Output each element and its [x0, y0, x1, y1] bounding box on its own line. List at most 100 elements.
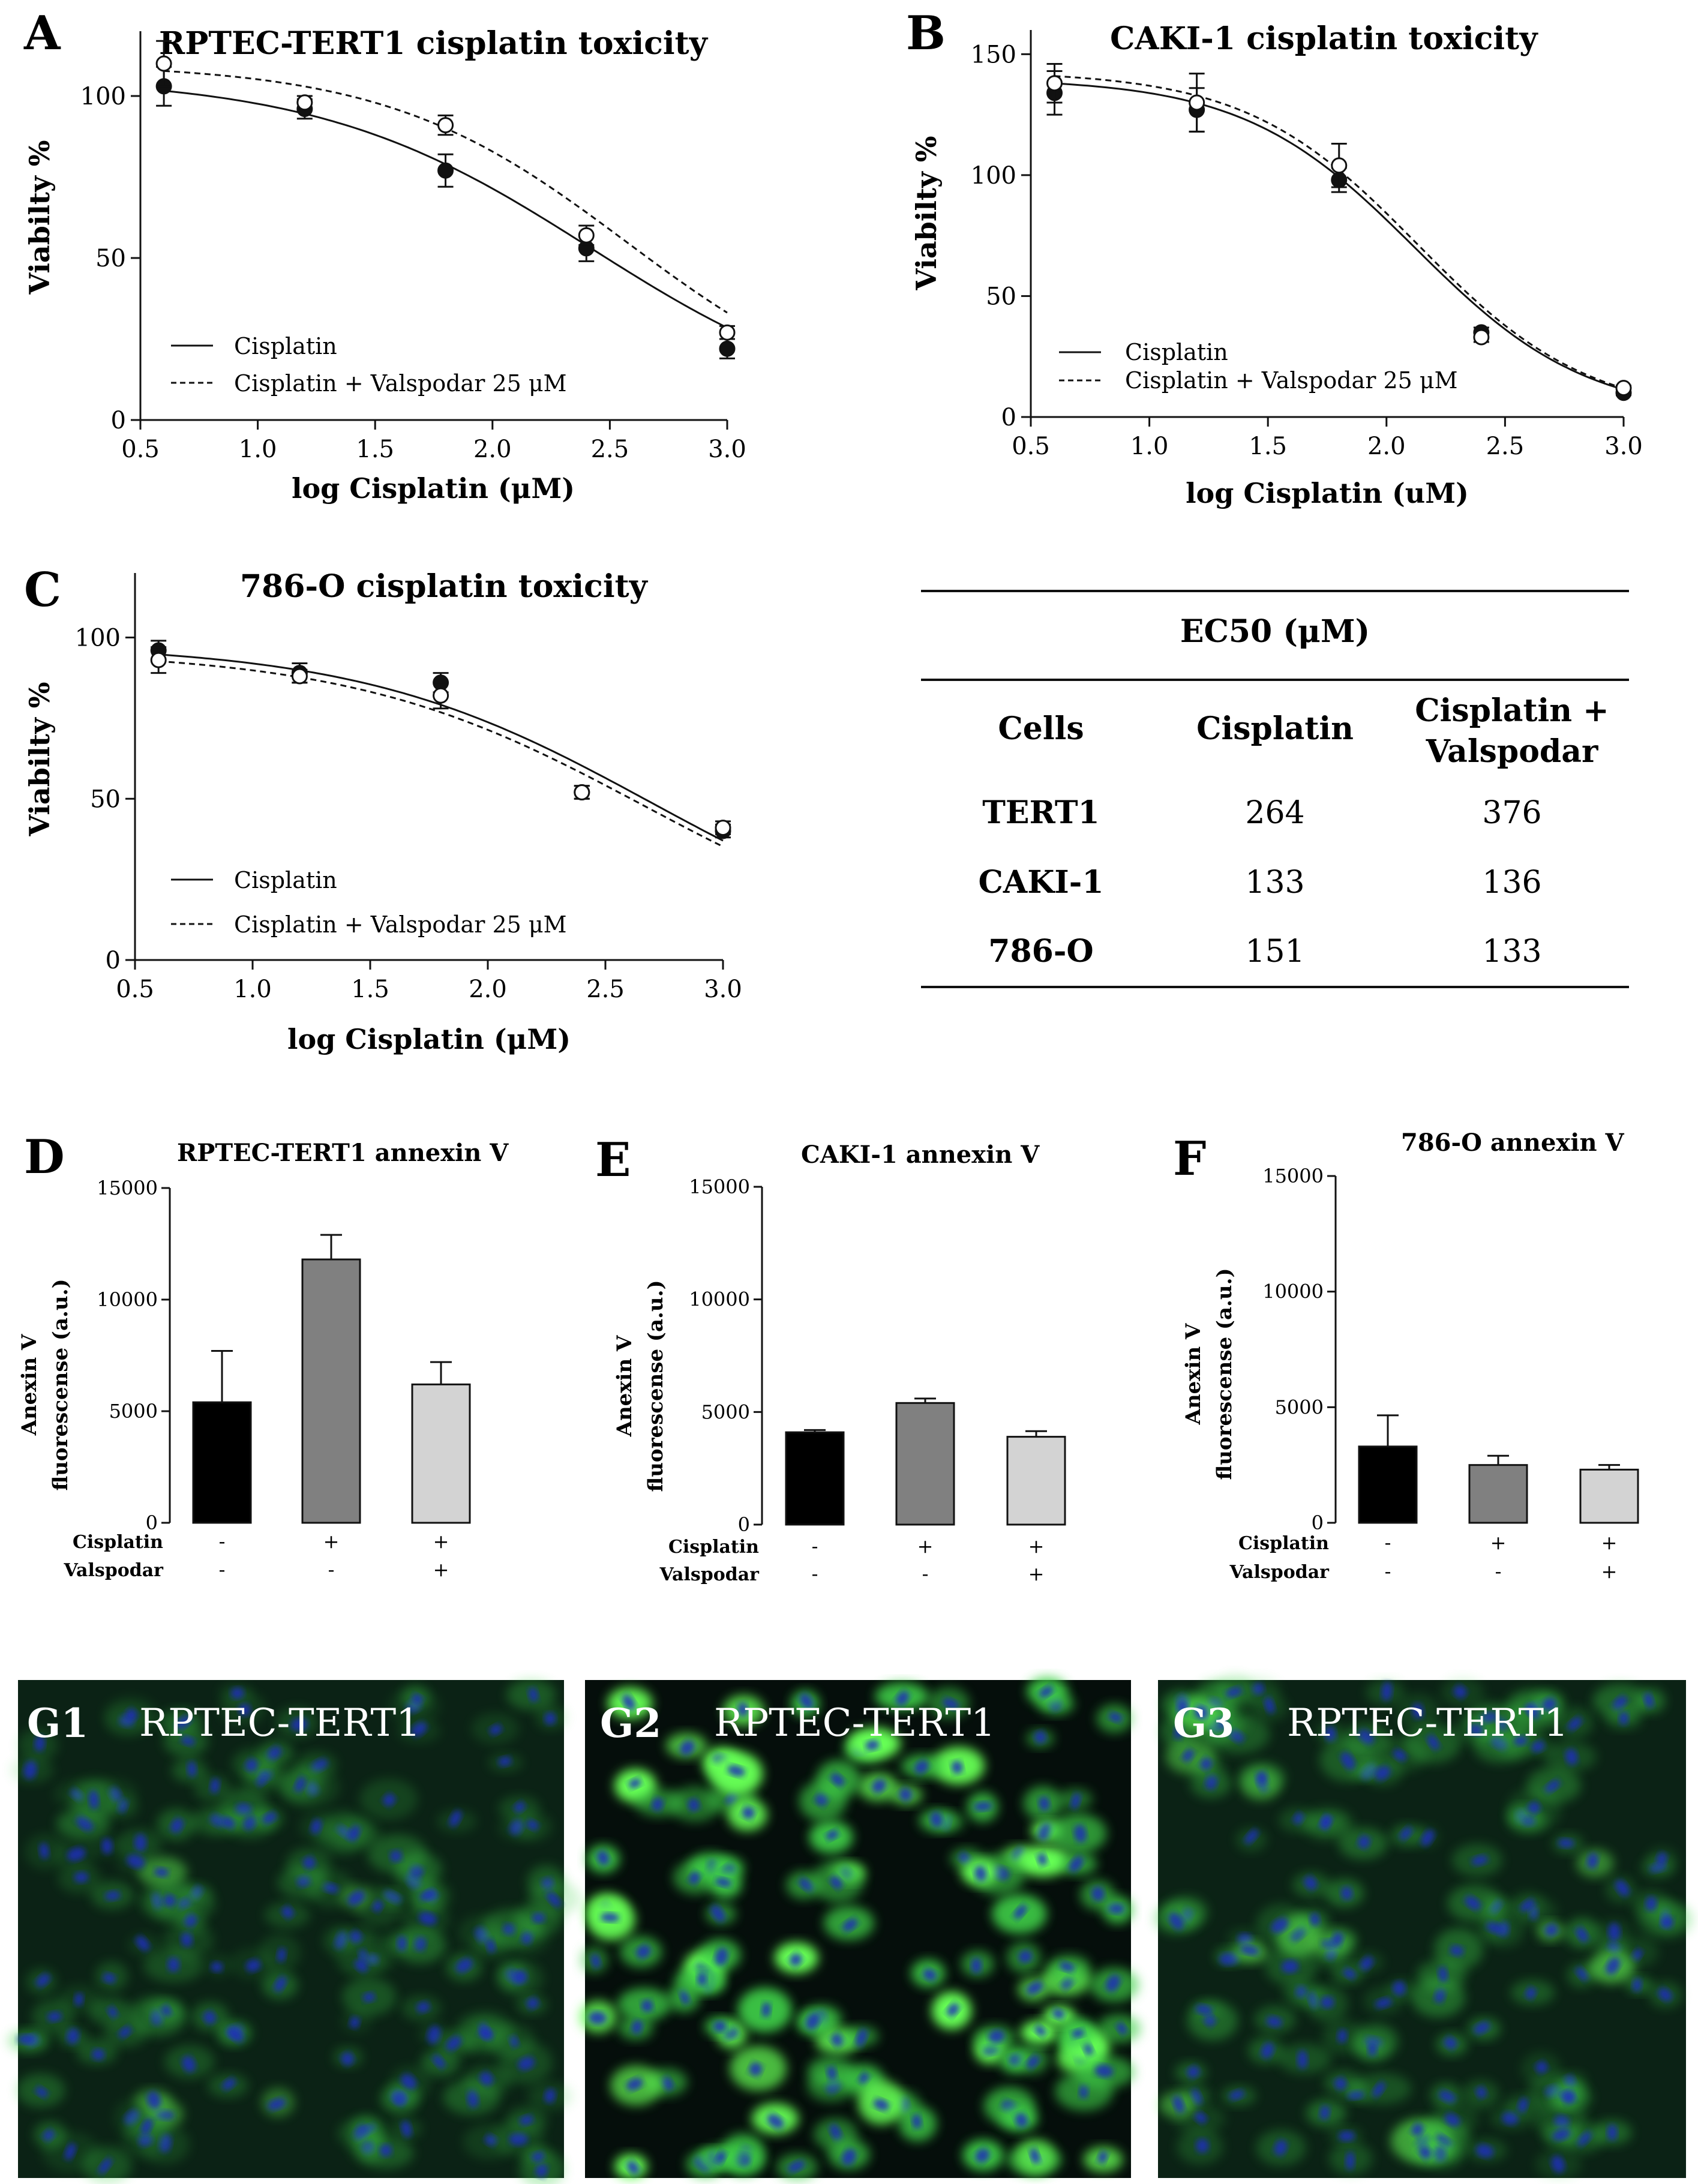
cell-nucleus	[230, 1687, 244, 1699]
chart-b-xtick-label: 0.5	[1012, 433, 1050, 460]
cell-nucleus	[1475, 2144, 1494, 2158]
chart-e-bar-1	[785, 1431, 845, 1526]
cell-nucleus	[401, 2074, 416, 2090]
cell-nucleus	[600, 1913, 620, 1922]
cell-nucleus	[622, 1694, 635, 1711]
cell-row2-cisplatin: 133	[1245, 865, 1304, 901]
chart-c-point-open	[574, 784, 590, 800]
chart-e-cisplatin-sign: +	[1028, 1535, 1045, 1558]
chart-d-ytick-label: 15000	[97, 1177, 158, 1199]
cell-nucleus	[509, 2132, 528, 2146]
cell-nucleus	[974, 1865, 987, 1882]
cell-nucleus	[589, 2011, 607, 2024]
cell-nucleus	[1577, 2131, 1592, 2146]
cell-nucleus	[815, 1793, 829, 1806]
panel-letter-c: C	[24, 563, 61, 617]
cell-nucleus	[520, 2115, 533, 2125]
chart-f-title: 786-O annexin V	[1401, 1129, 1624, 1157]
cell-nucleus	[167, 1957, 180, 1972]
cell-nucleus	[912, 2114, 922, 2129]
cell-nucleus	[1074, 1825, 1087, 1843]
cell-nucleus	[203, 2011, 216, 2024]
cell-nucleus	[245, 1959, 261, 1972]
cell-nucleus	[535, 2163, 548, 2177]
cell-nucleus	[281, 1906, 294, 1919]
cell-nucleus	[1525, 1987, 1537, 1999]
cell-nucleus	[372, 1900, 383, 1912]
table-header-combo-line1: Cisplatin +	[1415, 692, 1609, 729]
cell-nucleus	[498, 1756, 512, 1766]
cell-nucleus	[1438, 1966, 1448, 1982]
chart-c-xtick-label: 1.0	[233, 976, 272, 1003]
panel-letter-e: E	[595, 1133, 631, 1187]
cell-nucleus	[262, 1812, 277, 1824]
chart-a-xtick-label: 2.0	[473, 436, 512, 463]
cell-nucleus	[799, 1878, 814, 1892]
chart-e-ylabel-line2: fluorescense (a.u.)	[644, 1280, 668, 1492]
cell-nucleus	[1544, 1924, 1558, 1936]
cell-nucleus	[652, 1798, 664, 1811]
cell-nucleus	[1393, 1749, 1406, 1762]
cell-nucleus	[347, 1891, 365, 1906]
cell-nucleus	[36, 1973, 50, 1987]
cell-nucleus	[1034, 2025, 1046, 2036]
cell-nucleus	[1013, 1904, 1027, 1919]
chart-f-valspodar-sign: +	[1601, 1560, 1618, 1583]
micrograph-g1-label: G1	[27, 1700, 88, 1747]
cell-row1-cisplatin: 264	[1245, 795, 1304, 831]
chart-b-xlabel: log Cisplatin (uM)	[1186, 477, 1469, 509]
cell-nucleus	[1244, 1829, 1258, 1844]
chart-c-point-open	[291, 668, 308, 685]
chart-d-cisplatin-sign: +	[323, 1530, 340, 1553]
cell-nucleus	[154, 1868, 169, 1877]
cell-nucleus	[1107, 1903, 1124, 1914]
cell-nucleus	[1195, 2005, 1213, 2015]
cell-nucleus	[697, 1972, 707, 1986]
chart-b-xtick-label: 2.5	[1486, 433, 1525, 460]
panel-letter-f: F	[1173, 1132, 1206, 1186]
cell-nucleus	[1381, 1682, 1393, 1701]
cell-nucleus	[1274, 2140, 1288, 2156]
cell-nucleus	[411, 1694, 424, 1704]
cell-nucleus	[1412, 1703, 1424, 1719]
cell-row2-cells: CAKI-1	[978, 864, 1103, 901]
cell-nucleus	[526, 1997, 539, 2009]
cell-nucleus	[1372, 2081, 1385, 2098]
chart-d-valspodar-sign: -	[219, 1558, 226, 1581]
chart-e-row-cisplatin: Cisplatin	[668, 1537, 759, 1558]
chart-f-valspodar-sign: -	[1385, 1560, 1391, 1583]
chart-f-valspodar-sign: -	[1495, 1560, 1502, 1583]
cell-nucleus	[433, 2054, 445, 2069]
cell-nucleus	[1450, 1945, 1464, 1957]
chart-e-ytick-label: 10000	[689, 1288, 750, 1311]
cell-nucleus	[1281, 1960, 1299, 1973]
cell-nucleus	[1338, 2131, 1355, 2141]
chart-a-point-open	[296, 94, 313, 111]
cell-nucleus	[76, 1816, 94, 1831]
chart-b-point-open	[1615, 380, 1632, 397]
cell-nucleus	[1565, 1748, 1578, 1765]
cell-nucleus	[1367, 2042, 1377, 2056]
cell-nucleus	[1079, 2084, 1088, 2099]
cell-nucleus	[689, 1871, 700, 1885]
cell-nucleus	[1060, 1961, 1075, 1972]
chart-f-row-cisplatin: Cisplatin	[1238, 1533, 1329, 1554]
cell-nucleus	[449, 1810, 461, 1827]
cell-nucleus	[1486, 1922, 1504, 1934]
cell-nucleus	[1520, 1899, 1535, 1912]
table-header-cisplatin: Cisplatin	[1196, 710, 1354, 747]
cell-nucleus	[1094, 2065, 1114, 2078]
chart-d-bar-3	[411, 1383, 471, 1524]
legend-cisplatin-valspodar: Cisplatin + Valspodar 25 μM	[234, 911, 567, 938]
cell-nucleus	[518, 2056, 535, 2071]
chart-a-ytick-label: 0	[111, 407, 126, 434]
cell-nucleus	[136, 1936, 150, 1951]
cell-nucleus	[830, 1876, 842, 1889]
chart-f-bar-1	[1358, 1445, 1418, 1524]
cell-nucleus	[856, 2029, 868, 2047]
cell-nucleus	[478, 2027, 494, 2039]
chart-a-xtick-label: 2.5	[591, 436, 629, 463]
cell-nucleus	[1229, 2090, 1244, 2100]
chart-f-ytick-label: 5000	[1275, 1396, 1324, 1418]
cell-nucleus	[725, 1792, 738, 1805]
